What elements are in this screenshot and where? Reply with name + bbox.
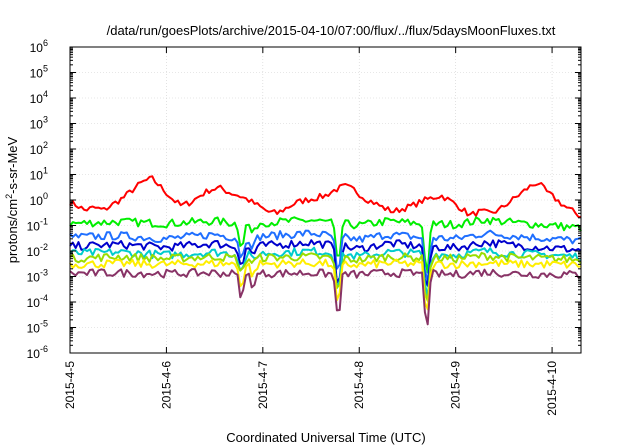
series-line: [69, 246, 582, 298]
y-tick-label: 10-2: [27, 242, 48, 259]
series-line: [69, 258, 582, 311]
series-line: [69, 216, 582, 274]
x-tick-label: 2015-4-5: [63, 361, 77, 409]
y-tick-label: 104: [30, 89, 48, 106]
x-tick-label: 2015-4-9: [449, 361, 463, 409]
y-tick-label: 106: [30, 38, 48, 55]
y-tick-label: 103: [30, 115, 48, 132]
y-axis-title-after: -s-sr-MeV: [5, 136, 20, 193]
series-line: [69, 251, 582, 302]
y-tick-label: 10-6: [27, 344, 48, 361]
y-axis-title-sup: 2: [4, 194, 14, 199]
chart-title: /data/run/goesPlots/archive/2015-04-10/0…: [107, 23, 556, 38]
y-tick-label: 105: [30, 64, 48, 81]
y-axis-title: protons/cm2-s-sr-MeV: [4, 136, 20, 263]
y-tick-label: 10-3: [27, 268, 48, 285]
series-line: [69, 268, 582, 326]
y-axis-title-before: protons/cm: [5, 199, 20, 263]
x-axis: 2015-4-5 2015-4-6 2015-4-7 2015-4-8 2015-4-9…: [63, 47, 559, 416]
x-axis-title: Coordinated Universal Time (UTC): [226, 430, 425, 445]
y-tick-label: 101: [30, 166, 48, 183]
x-tick-label: 2015-4-7: [256, 361, 270, 409]
series-line: [69, 239, 582, 287]
y-tick-label: 102: [30, 140, 48, 157]
y-tick-label: 10-1: [27, 217, 48, 234]
series-layer: [69, 175, 582, 326]
y-tick-label: 10-4: [27, 293, 48, 310]
grid-lines: [70, 47, 581, 353]
x-tick-label: 2015-4-10: [545, 361, 559, 416]
y-tick-label: 10-5: [27, 319, 48, 336]
series-line: [69, 175, 582, 219]
y-axis: 10-6 10-5 10-4 10-3 10-2 10-1 100 101 102 103 104 1…: [27, 38, 581, 361]
x-tick-label: 2015-4-6: [159, 361, 173, 409]
y-tick-label: 100: [30, 191, 48, 208]
x-tick-label: 2015-4-8: [352, 361, 366, 409]
series-line: [69, 229, 582, 284]
